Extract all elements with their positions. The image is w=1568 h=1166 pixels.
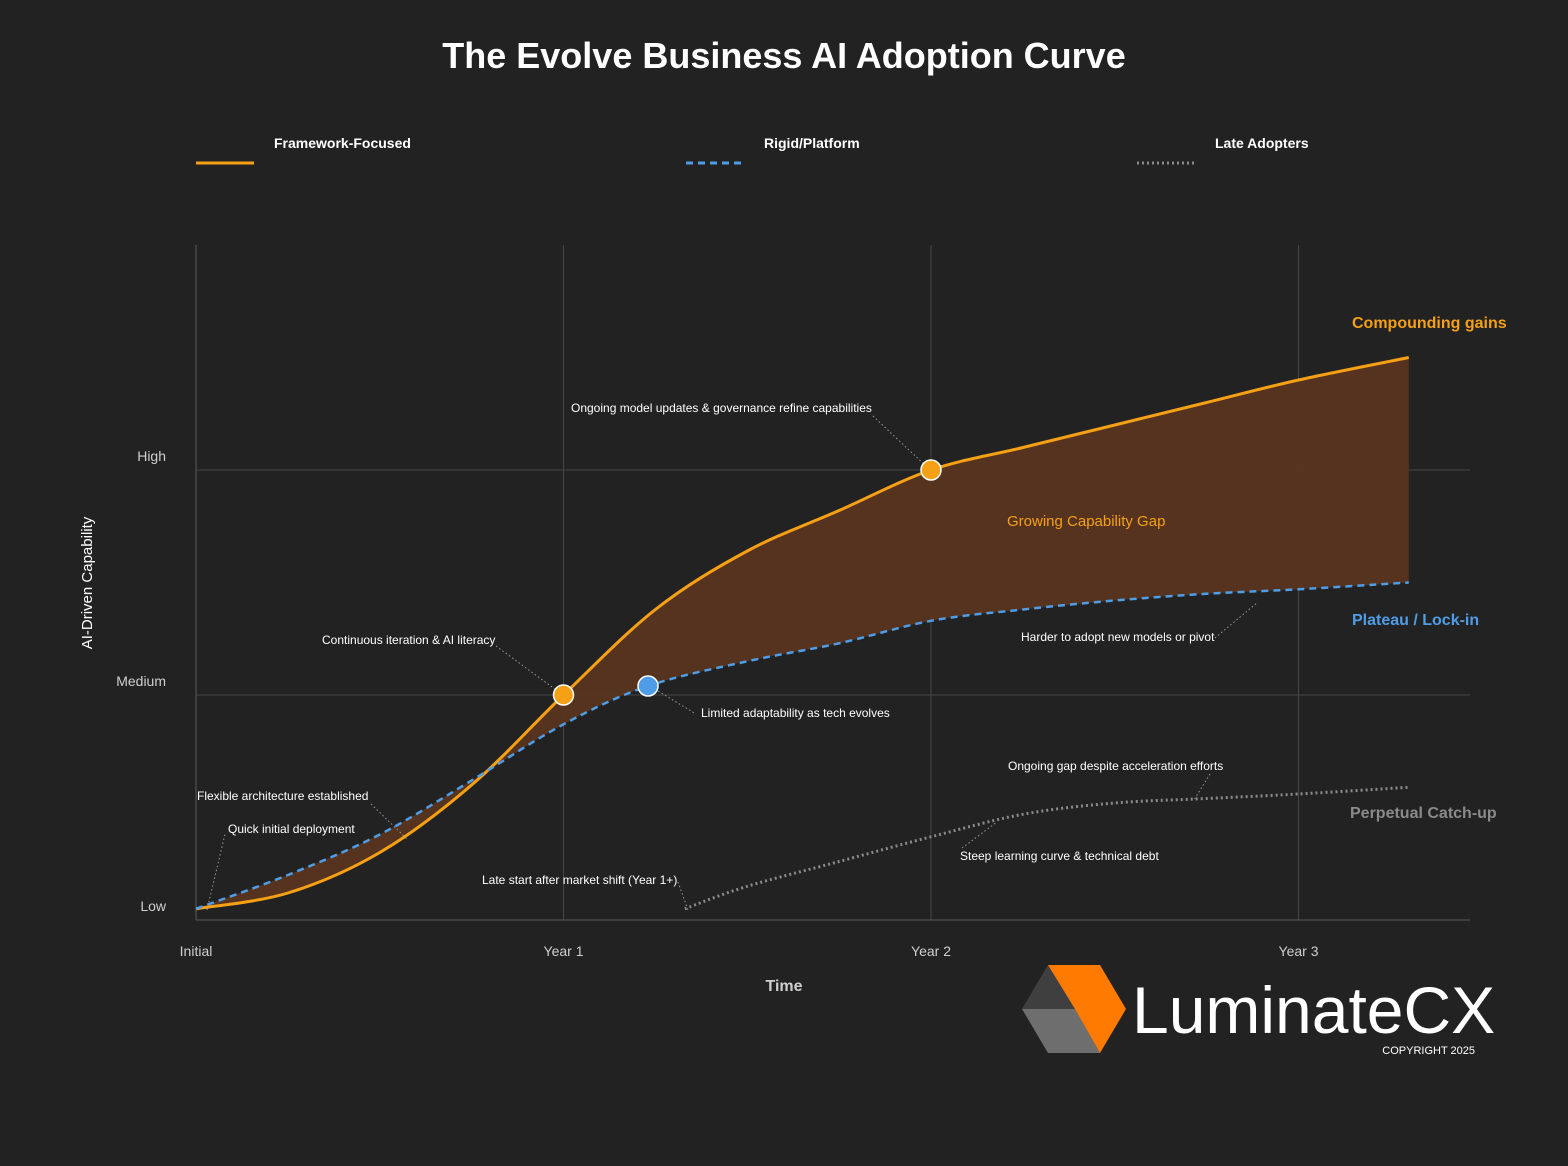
leader-ongoing-gap (1193, 773, 1211, 801)
axis-ticks: Initial Year 1 Year 2 Year 3 Low Medium High (116, 448, 1318, 959)
milestone-marker-1 (552, 684, 575, 706)
legend-label-rigid-platform: Rigid/Platform (764, 135, 860, 151)
annotation-ongoing-model-updates: Ongoing model updates & governance refin… (571, 401, 872, 415)
logo-hexagon-orange-icon (1048, 965, 1126, 1053)
legend: Framework-Focused Rigid/Platform Late Ad… (196, 135, 1309, 165)
leader-flexible-architecture (370, 803, 409, 841)
logo-hexagon-light-icon (1022, 1009, 1100, 1053)
annotation-steep-learning-curve: Steep learning curve & technical debt (960, 849, 1159, 863)
side-label-compounding-gains: Compounding gains (1352, 315, 1507, 332)
annotation-harder-to-adopt: Harder to adopt new models or pivot (1021, 630, 1215, 644)
series-line-framework-focused (195, 356, 1410, 911)
leader-quick-initial-deployment (206, 833, 226, 911)
x-tick-year-2: Year 2 (911, 943, 951, 959)
annotation-late-start: Late start after market shift (Year 1+) (482, 873, 677, 887)
annotation-flexible-architecture: Flexible architecture established (197, 789, 368, 803)
leader-harder-to-adopt (1214, 601, 1259, 639)
annotation-ongoing-gap: Ongoing gap despite acceleration efforts (1008, 759, 1223, 773)
legend-label-framework-focused: Framework-Focused (274, 135, 411, 151)
y-axis-title: AI-Driven Capability (79, 516, 96, 649)
y-tick-medium: Medium (116, 673, 166, 689)
x-axis-title: Time (765, 978, 802, 995)
x-tick-year-3: Year 3 (1279, 943, 1319, 959)
capability-gap-area (196, 357, 1409, 909)
chart-title: The Evolve Business AI Adoption Curve (442, 35, 1125, 76)
leader-steep-learning-curve (961, 821, 998, 849)
x-tick-initial: Initial (180, 943, 213, 959)
brand-name: LuminateCX (1132, 973, 1495, 1047)
leader-late-start (677, 881, 689, 911)
y-tick-high: High (137, 448, 166, 464)
copyright-text: COPYRIGHT 2025 (1382, 1045, 1475, 1057)
x-tick-year-1: Year 1 (544, 943, 584, 959)
milestone-markers (552, 459, 942, 706)
leader-ongoing-model-updates (872, 415, 931, 471)
series-line-rigid-platform (195, 581, 1409, 910)
annotation-limited-adaptability: Limited adaptability as tech evolves (701, 706, 890, 720)
annotation-quick-initial-deployment: Quick initial deployment (228, 822, 355, 836)
side-label-plateau-lock-in: Plateau / Lock-in (1352, 612, 1479, 629)
milestone-marker-2 (920, 459, 942, 481)
y-tick-low: Low (140, 898, 167, 914)
series-line-late-adopters (684, 785, 1409, 911)
luminatecx-logo: LuminateCX COPYRIGHT 2025 (1022, 965, 1495, 1057)
annotation-continuous-iteration: Continuous iteration & AI literacy (322, 633, 495, 647)
legend-label-late-adopters: Late Adopters (1215, 135, 1309, 151)
leader-continuous-iteration (495, 645, 564, 696)
growing-capability-gap-label: Growing Capability Gap (1007, 513, 1165, 530)
milestone-marker-3 (637, 675, 659, 697)
side-label-perpetual-catch-up: Perpetual Catch-up (1350, 805, 1497, 822)
series-layer (195, 356, 1410, 911)
